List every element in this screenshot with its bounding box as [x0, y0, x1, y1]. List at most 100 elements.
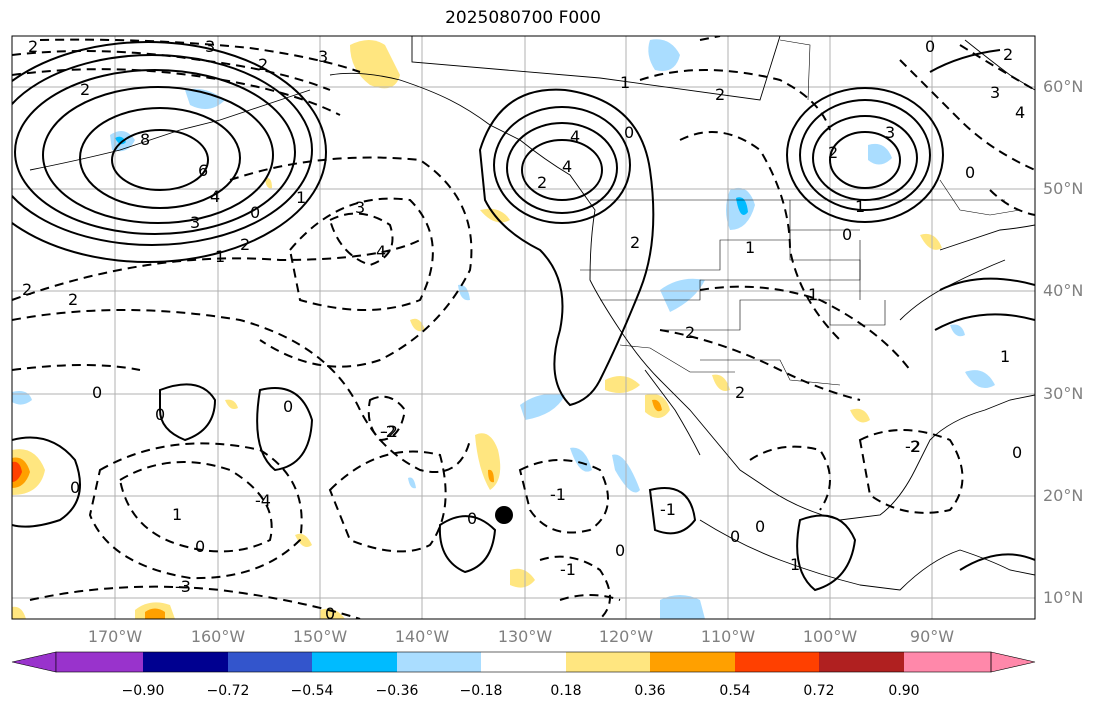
colorbar-tick-label: −0.36 [375, 683, 419, 699]
contour-label: 3 [885, 123, 895, 142]
colorbar-segment [904, 652, 991, 672]
colorbar-segment [819, 652, 904, 672]
graticule [12, 36, 1035, 619]
contour-label: 4 [562, 157, 572, 176]
contour-label: 0 [325, 604, 335, 623]
contour-label: 1 [745, 238, 755, 257]
colorbar-segment [56, 652, 143, 672]
contour-label: -2 [905, 437, 921, 456]
shaded-negative-anomalies [12, 39, 995, 619]
contour-label: 0 [155, 405, 165, 424]
coastlines [29, 36, 1035, 591]
contour-label: 2 [258, 55, 268, 74]
contour-label: 1 [296, 188, 306, 207]
colorbar-tick-label: −0.90 [121, 683, 165, 699]
contour-label: 0 [195, 537, 205, 556]
negative-contours [12, 36, 1035, 619]
colorbar-segment [397, 652, 481, 672]
contour-label: -1 [550, 485, 566, 504]
political-borders [580, 39, 1021, 386]
colorbar-tick-label: 0.72 [803, 683, 835, 699]
contour-label: 6 [198, 161, 208, 180]
contour-label: 3 [355, 198, 365, 217]
contour-label: 1 [215, 247, 225, 266]
contour-label: 1 [790, 555, 800, 574]
contour-label: -1 [660, 500, 676, 519]
contour-label: 1 [855, 197, 865, 216]
contour-label: 2 [715, 85, 725, 104]
lon-label-90w: 90°W [909, 627, 955, 646]
contour-label: 1 [808, 285, 818, 304]
colorbar-segment [143, 652, 228, 672]
colorbar-segment [735, 652, 819, 672]
contour-label: 2 [537, 173, 547, 192]
contour-label: -2 [380, 422, 396, 441]
colorbar-tick-label: 0.54 [719, 683, 751, 699]
contour-label: 0 [624, 123, 634, 142]
colorbar-tick-label: 0.90 [888, 683, 920, 699]
lon-label-120w: 120°W [598, 627, 654, 646]
colorbar-segment [312, 652, 397, 672]
contour-label: 2 [910, 437, 920, 456]
shaded-positive-anomalies [12, 40, 942, 619]
contour-labels: 2 3 2 3 2 8 6 4 3 2 1 0 3 4 2 1 0 2 -2 1… [22, 37, 1025, 623]
lon-label-100w: 100°W [802, 627, 858, 646]
colorbar-tick-label: −0.54 [290, 683, 334, 699]
contour-label: 2 [22, 280, 32, 299]
contour-label: 0 [730, 527, 740, 546]
contour-label: 2 [828, 143, 838, 162]
colorbar-tick-label: 0.36 [634, 683, 666, 699]
colorbar-segment [566, 652, 650, 672]
contour-label: 3 [190, 213, 200, 232]
map-frame [11, 35, 1036, 620]
contour-label: 4 [376, 242, 386, 261]
contour-label: 2 [80, 80, 90, 99]
contour-label: 0 [283, 397, 293, 416]
colorbar-tick-label: 0.18 [550, 683, 582, 699]
contour-label: 1 [172, 505, 182, 524]
lon-label-130w: 130°W [497, 627, 553, 646]
contour-label: 4 [1015, 103, 1025, 122]
lon-label-150w: 150°W [292, 627, 348, 646]
lat-label-20n: 20°N [1043, 486, 1084, 505]
contour-label: 0 [925, 37, 935, 56]
contour-label: 1 [620, 73, 630, 92]
contour-label: 0 [467, 509, 477, 528]
contour-label: 2 [735, 383, 745, 402]
contour-label: 3 [318, 47, 328, 66]
lat-label-40n: 40°N [1043, 281, 1084, 300]
lat-label-10n: 10°N [1043, 588, 1084, 607]
contour-label: 0 [92, 383, 102, 402]
contour-label: -1 [560, 560, 576, 579]
contour-label: -2 [382, 422, 398, 441]
lat-label-60n: 60°N [1043, 77, 1084, 96]
contour-label: 2 [68, 290, 78, 309]
map-title: 2025080700 F000 [445, 8, 601, 28]
contour-label: 0 [250, 203, 260, 222]
lat-label-30n: 30°N [1043, 384, 1084, 403]
contour-label: 2 [240, 235, 250, 254]
contour-label: 4 [210, 187, 220, 206]
lon-label-160w: 160°W [190, 627, 246, 646]
contour-label: 0 [842, 225, 852, 244]
colorbar-segment [650, 652, 735, 672]
contour-label: 1 [1000, 347, 1010, 366]
positive-contours [12, 41, 1035, 592]
lon-label-170w: 170°W [87, 627, 143, 646]
colorbar [11, 651, 1036, 673]
contour-label: 2 [685, 323, 695, 342]
colorbar-segment [481, 652, 566, 672]
contour-label: 2 [28, 37, 38, 56]
contour-label: 0 [755, 517, 765, 536]
contour-label: 4 [570, 127, 580, 146]
contour-label: -3 [175, 577, 191, 596]
contour-label: 0 [70, 478, 80, 497]
contour-label: 0 [615, 541, 625, 560]
colorbar-tick-label: −0.18 [459, 683, 503, 699]
contour-label: 0 [965, 163, 975, 182]
contour-label: 8 [140, 130, 150, 149]
contour-label: 2 [630, 233, 640, 252]
colorbar-extend-low [11, 651, 57, 673]
contour-label: 3 [990, 83, 1000, 102]
